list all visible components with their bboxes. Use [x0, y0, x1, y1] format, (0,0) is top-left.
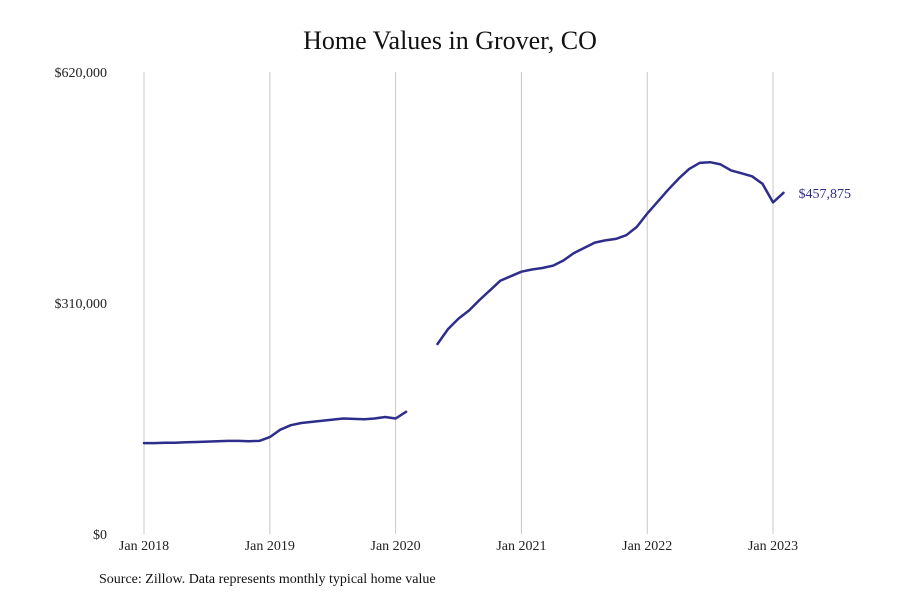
x-tick-label: Jan 2018 — [119, 539, 169, 554]
axis-labels: Jan 2018 Jan 2019 Jan 2020 Jan 2021 Jan 2022… — [55, 66, 799, 554]
y-tick-label: $310,000 — [55, 297, 108, 312]
x-tick-label: Jan 2023 — [748, 539, 798, 554]
x-tick-label: Jan 2021 — [496, 539, 546, 554]
x-tick-label: Jan 2019 — [245, 539, 295, 554]
series-layer: $457,875 — [142, 160, 852, 445]
y-tick-label: $620,000 — [55, 66, 108, 81]
source-note: Source: Zillow. Data represents monthly … — [99, 572, 436, 587]
x-tick-label: Jan 2022 — [622, 539, 672, 554]
series-line-segment-1 — [436, 160, 785, 346]
end-value-label: $457,875 — [799, 187, 852, 202]
series-line-segment-0 — [142, 410, 408, 445]
x-tick-label: Jan 2020 — [371, 539, 421, 554]
chart-title: Home Values in Grover, CO — [303, 26, 597, 55]
y-tick-label: $0 — [93, 528, 107, 543]
gridlines — [143, 72, 774, 534]
